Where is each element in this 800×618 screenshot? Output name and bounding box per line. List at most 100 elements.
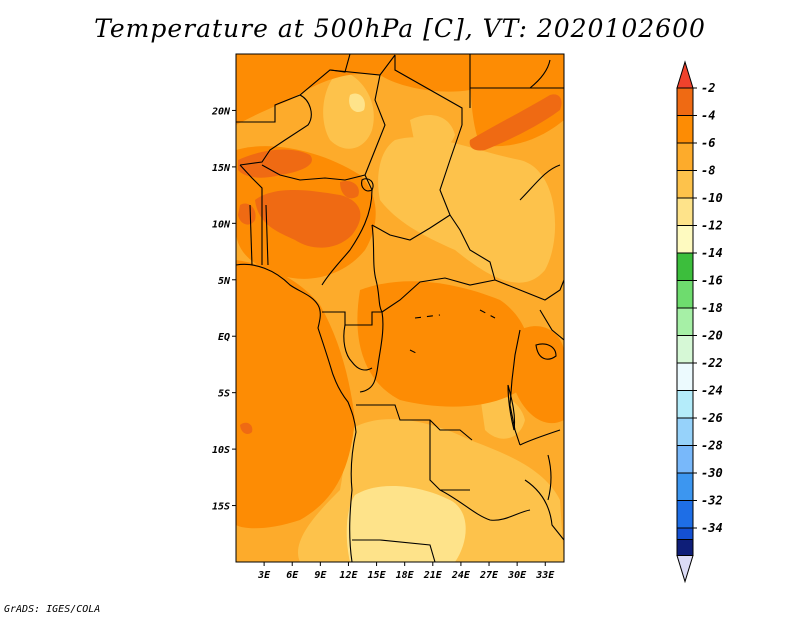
colorbar-swatch [676,225,694,254]
lake-tanganyika [507,384,516,431]
lat-tick-label: 15N [212,163,231,174]
border-libya-chad [394,55,463,125]
colorbar-bottom-arrow [676,555,694,584]
field-patch-pale-south [346,485,466,562]
map-frame [235,53,565,563]
lon-tick-label: 33E [535,570,555,581]
border-burkina [239,164,263,265]
colorbar-swatch [676,280,694,309]
colorbar-swatch [676,142,694,171]
lat-tick-label: 20N [211,106,231,117]
colorbar-label: -32 [701,494,723,508]
colorbar-bottom-swatch [676,539,694,556]
field-patch-light-central [410,115,455,151]
colorbar-swatch [676,307,694,336]
border-uganda-kenya [539,309,564,341]
lon-tick-label: 21E [423,570,443,581]
colorbar-label: -6 [701,136,715,150]
colorbar-label: -12 [701,219,723,233]
colorbar: -2 -4 -6 -8 -10 -12 -14 -16 -18 -20 -22 -24 -26 -28 -3… [676,60,723,584]
colorbar-swatch [676,115,694,144]
field-patch-warm-east [512,326,564,424]
lat-tick-label: 10S [212,445,230,456]
colorbar-swatch [676,170,694,199]
border-angola-zambia [429,420,470,491]
border-cameroon-car [371,224,383,313]
colorbar-swatch [676,335,694,364]
border-gabon [343,324,373,371]
colorbar-top-arrow [676,60,694,89]
border-chad-sudan [439,124,496,281]
field-patch-warm-northeast [470,54,564,147]
field-patch-hot-nigeria [255,190,361,248]
lat-tick-label: 5N [218,276,231,287]
field-patch-warm-northwest [236,54,470,125]
colorbar-label: -20 [701,329,723,343]
lon-tick-label: 6E [286,570,299,581]
field-patch-hot-sudan [469,94,562,151]
colorbar-swatch [676,500,694,529]
border-drc-east [509,329,521,446]
border-nigeria-cameroon [321,189,373,286]
field-patch-hot-atlantic [240,422,253,434]
border-south-sudan [494,279,564,301]
field-patch-hot-ghana [238,203,256,225]
lat-tick-label: 10N [212,219,231,230]
colorbar-label: -8 [701,164,715,178]
colorbar-label: -34 [701,521,723,535]
field-patch-hot-chad [340,180,359,199]
colorbar-label: -22 [701,356,723,370]
border-congo-drc [359,311,384,393]
lon-tick-label: 30E [507,570,527,581]
lon-tick-label: 3E [257,570,271,581]
congo-river-segments [409,309,496,356]
grads-credit: GrADS: IGES/COLA [4,604,101,615]
colorbar-swatch [676,472,694,501]
field-patch-warm-ocean [236,260,355,529]
colorbar-swatch [676,252,694,281]
colorbar-swatch [676,417,694,446]
border-mali-niger [239,94,312,166]
colorbar-swatch [676,87,694,116]
border-gabon-congo [322,311,382,326]
temperature-field [236,54,564,562]
border-sudan-ethiopia [519,164,561,201]
lake-malawi [547,454,552,501]
lat-tick-label: EQ [218,332,230,343]
border-niger-nigeria [261,164,373,191]
lon-tick-label: 18E [396,570,415,581]
colorbar-label: -2 [701,81,715,95]
lake-victoria [535,343,557,360]
field-patch-light-northeast [378,137,556,283]
border-niger-chad [364,74,386,176]
lon-tick-label: 12E [339,570,358,581]
border-car-south [381,277,496,313]
field-patch-pale-north [349,93,365,113]
colorbar-swatch [676,197,694,226]
colorbar-swatch [676,362,694,391]
field-patch-warm-congo [357,281,531,407]
colorbar-label: -18 [701,301,723,315]
colorbar-label: -16 [701,274,723,288]
lon-tick-label: 9E [314,570,327,581]
colorbar-label: -10 [701,191,723,205]
latitude-axis: 20N 15N 10N 5N EQ 5S 10S 15S [211,106,236,513]
colorbar-label: -14 [701,246,723,260]
lon-tick-label: 27E [479,570,499,581]
colorbar-label: -30 [701,466,723,480]
field-patch-hot-sahel [238,149,312,178]
border-chad-car [371,214,451,241]
colorbar-label: -28 [701,439,723,453]
border-angola-namibia [352,539,436,562]
lake-chad [361,178,374,192]
border-ghana-togo [249,204,253,266]
lon-tick-label: 15E [368,570,387,581]
field-patch-light-north [323,70,374,149]
colorbar-label: -26 [701,411,723,425]
colorbar-label: -4 [701,109,715,123]
coastline-west-africa [236,263,357,562]
colorbar-swatch [676,390,694,419]
map-title: Temperature at 500hPa [C], VT: 202010260… [94,14,706,43]
border-tanzania [519,429,561,446]
